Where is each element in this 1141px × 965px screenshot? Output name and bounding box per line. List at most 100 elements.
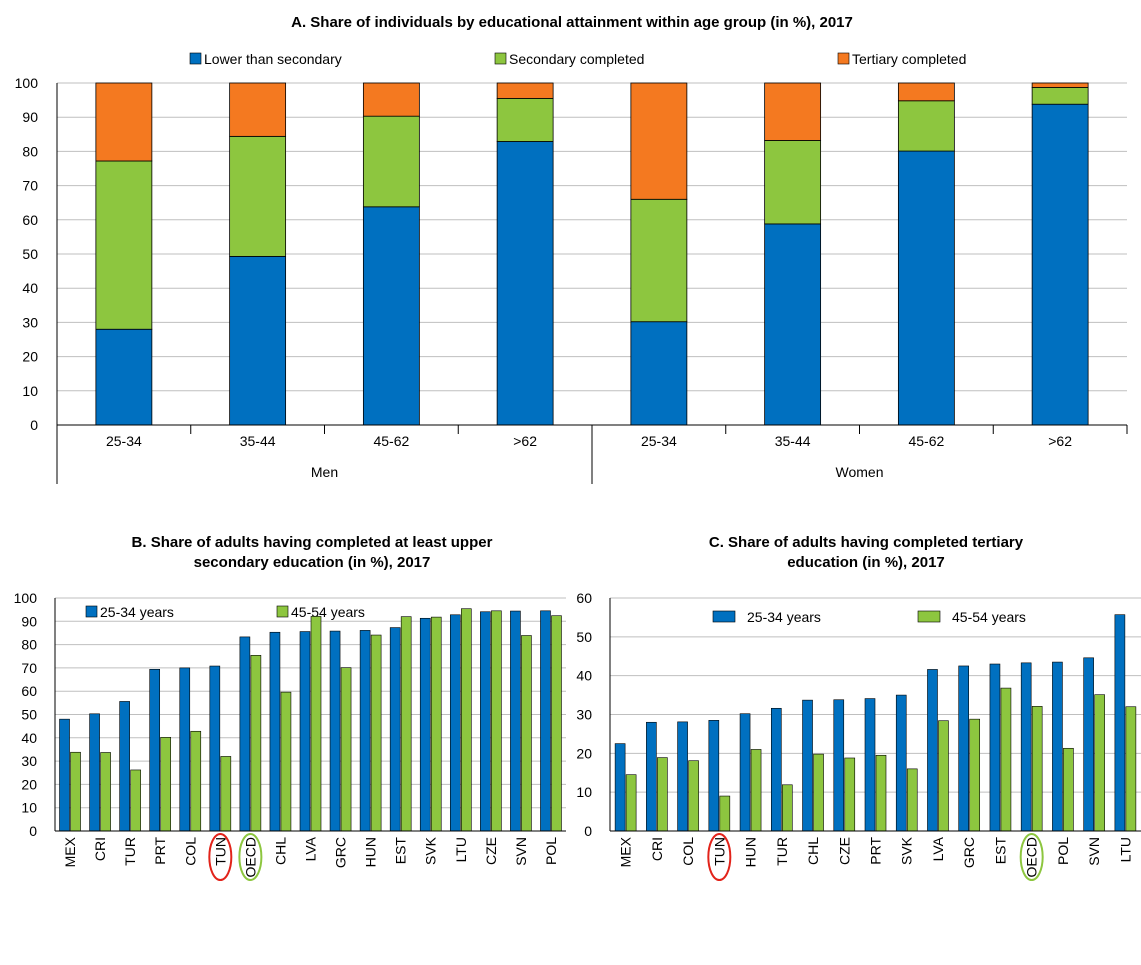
y-tick-label: 30 — [21, 753, 37, 769]
x-category-label: CHL — [272, 837, 288, 865]
bar-45-54-years-tur — [130, 769, 141, 832]
x-category-label: COL — [680, 837, 696, 866]
x-category-label: LVA — [303, 836, 319, 861]
x-category-label: MEX — [618, 836, 634, 867]
y-tick-label: 40 — [576, 668, 592, 684]
bar-45-54-years-chl — [280, 691, 292, 832]
x-category-label: MEX — [62, 836, 78, 867]
bar-lower-than-secondary-women-62 — [1031, 103, 1089, 426]
legend-label-secondary-completed: Secondary completed — [509, 51, 644, 67]
bar-secondary-completed-men-25-34 — [95, 160, 153, 330]
x-category-label: LVA — [930, 836, 946, 861]
x-category-label: SVN — [1086, 837, 1102, 866]
bar-45-54-years-ltu — [460, 608, 472, 832]
y-tick-label: 70 — [22, 178, 38, 194]
bar-secondary-completed-men-62 — [496, 97, 554, 142]
y-tick-label: 20 — [22, 349, 38, 365]
panel-b: B. Share of adults having completed at l… — [14, 534, 566, 881]
x-category-label: SVN — [513, 837, 529, 866]
y-tick-label: 60 — [21, 683, 37, 699]
bar-lower-than-secondary-women-45-62 — [897, 150, 955, 426]
y-tick-label: 40 — [21, 730, 37, 746]
x-category-label: 25-34 — [641, 433, 677, 449]
x-category-label: >62 — [1048, 433, 1072, 449]
x-category-label: TUN — [711, 837, 727, 866]
bar-25-34-years-tur — [119, 701, 130, 832]
y-tick-label: 40 — [22, 280, 38, 296]
x-category-label: HUN — [363, 837, 379, 867]
bar-25-34-years-est — [989, 663, 1001, 832]
bar-45-54-years-grc — [969, 718, 981, 832]
legend-label-45-54-years: 45-54 years — [952, 609, 1026, 625]
panel-b-title-line-2: secondary education (in %), 2017 — [194, 554, 431, 571]
bar-25-34-years-col — [179, 667, 191, 832]
x-category-label: GRC — [961, 837, 977, 868]
bar-25-34-years-pol — [540, 610, 551, 832]
bar-lower-than-secondary-women-25-34 — [630, 321, 688, 426]
x-category-label: 25-34 — [106, 433, 142, 449]
bar-secondary-completed-men-45-62 — [362, 115, 420, 208]
y-tick-label: 20 — [21, 776, 37, 792]
bar-25-34-years-cze — [480, 611, 491, 832]
legend-label-tertiary-completed: Tertiary completed — [852, 51, 966, 67]
bar-45-54-years-grc — [340, 667, 352, 832]
bar-25-34-years-lva — [299, 631, 311, 832]
y-tick-label: 70 — [21, 660, 37, 676]
legend-swatch-secondary-completed — [494, 52, 507, 65]
x-category-label: >62 — [513, 433, 537, 449]
bar-25-34-years-mex — [614, 743, 626, 832]
bar-25-34-years-ltu — [449, 614, 461, 832]
x-category-label: POL — [1055, 837, 1071, 865]
bar-25-34-years-lva — [927, 669, 938, 832]
y-tick-label: 90 — [21, 613, 37, 629]
bar-45-54-years-cri — [657, 757, 668, 832]
bar-25-34-years-hun — [359, 630, 371, 832]
highlight-ring-tun — [707, 833, 732, 881]
legend-label-25-34-years: 25-34 years — [100, 604, 174, 620]
panel-c: C. Share of adults having completed tert… — [576, 534, 1141, 881]
bar-45-54-years-oecd — [1031, 706, 1043, 832]
bar-25-34-years-tun — [209, 665, 221, 832]
legend-swatch-25-34-years — [85, 605, 98, 618]
x-category-label: COL — [182, 837, 198, 866]
bar-45-54-years-mex — [625, 774, 637, 832]
x-category-label: SVK — [899, 836, 915, 865]
legend-swatch-45-54-years — [276, 605, 289, 618]
bar-lower-than-secondary-men-35-44 — [229, 255, 287, 426]
bar-25-34-years-tun — [708, 720, 720, 832]
x-category-label: TUR — [774, 837, 790, 866]
bar-45-54-years-cze — [491, 610, 502, 832]
y-tick-label: 0 — [584, 823, 592, 839]
bar-25-34-years-grc — [329, 630, 341, 832]
bar-25-34-years-svk — [419, 617, 431, 832]
x-category-label: CZE — [836, 837, 852, 865]
panel-a-legend: Lower than secondary Secondary completed T… — [189, 51, 966, 67]
bar-25-34-years-svn — [510, 610, 521, 832]
y-tick-label: 10 — [22, 383, 38, 399]
panel-c-legend: 25-34 years 45-54 years — [712, 609, 1026, 625]
bar-25-34-years-col — [677, 721, 688, 832]
bar-25-34-years-svk — [895, 694, 907, 832]
panel-a: A. Share of individuals by educational a… — [15, 14, 1128, 484]
bar-45-54-years-prt — [875, 754, 887, 832]
y-tick-label: 0 — [30, 417, 38, 433]
y-tick-label: 50 — [22, 246, 38, 262]
legend-swatch-lower-than-secondary — [189, 52, 202, 65]
bar-tertiary-completed-men-45-62 — [362, 82, 420, 117]
bar-25-34-years-pol — [1052, 661, 1063, 832]
x-category-label: EST — [992, 837, 1008, 865]
legend-swatch-25-34-years — [712, 610, 736, 623]
y-tick-label: 30 — [22, 314, 38, 330]
bar-45-54-years-col — [688, 760, 699, 832]
x-category-label: LTU — [453, 837, 469, 862]
x-category-label: CRI — [649, 837, 665, 861]
x-category-label: GRC — [333, 837, 349, 868]
x-category-label: 45-62 — [908, 433, 944, 449]
y-tick-label: 10 — [21, 800, 37, 816]
bar-tertiary-completed-women-35-44 — [764, 82, 822, 141]
panel-b-title-line-1: B. Share of adults having completed at l… — [132, 534, 493, 551]
bar-25-34-years-cze — [833, 699, 845, 832]
highlight-ring-oecd — [238, 833, 263, 881]
x-category-label: PRT — [868, 837, 884, 865]
